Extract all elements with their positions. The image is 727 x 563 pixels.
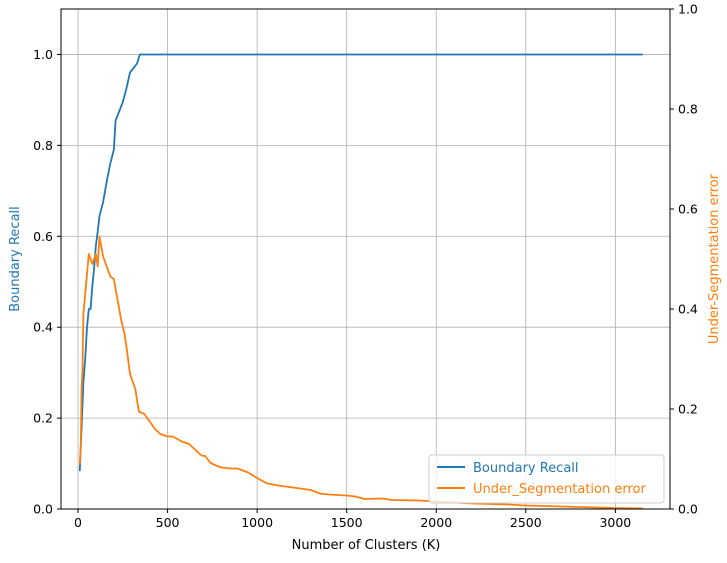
x-tick-label: 1500 xyxy=(331,515,363,530)
y-axis-label-left: Boundary Recall xyxy=(8,206,23,312)
y-tick-label-left: 0.6 xyxy=(33,229,53,244)
x-tick-label: 500 xyxy=(156,515,180,530)
series-line-boundary-recall xyxy=(78,53,644,472)
plot-frame xyxy=(60,8,671,510)
x-tick-label: 0 xyxy=(74,515,82,530)
x-axis-label: Number of Clusters (K) xyxy=(292,538,441,553)
legend-label-boundary-recall: Boundary Recall xyxy=(473,461,579,476)
y-tick-label-left: 0.4 xyxy=(33,320,53,335)
y-tick-label-right: 0.6 xyxy=(678,202,698,217)
x-tick-label: 2500 xyxy=(510,515,542,530)
y-tick-label-left: 1.0 xyxy=(33,47,53,62)
y-tick-label-right: 0.8 xyxy=(678,102,698,117)
legend-label-under-segmentation: Under_Segmentation error xyxy=(473,482,646,497)
y-tick-label-left: 0.0 xyxy=(33,502,53,517)
y-tick-label-right: 0.0 xyxy=(678,502,698,517)
y-axis-label-right: Under-Segmentation error xyxy=(707,173,722,344)
ticks-layer: 0 500 1000 1500 2000 2500 3000 0.0 0.2 0.4 0.6 0.8 1… xyxy=(33,2,698,531)
series-layer xyxy=(78,53,644,510)
y-tick-label-right: 0.2 xyxy=(678,402,698,417)
y-tick-label-left: 0.8 xyxy=(33,138,53,153)
y-tick-label-left: 0.2 xyxy=(33,411,53,426)
legend: Boundary Recall Under_Segmentation error xyxy=(428,454,665,504)
x-tick-label: 1000 xyxy=(241,515,273,530)
y-tick-label-right: 0.4 xyxy=(678,302,698,317)
grid-layer xyxy=(61,9,670,510)
legend-box xyxy=(428,454,665,504)
y-tick-label-right: 1.0 xyxy=(678,2,698,17)
x-tick-label: 2000 xyxy=(420,515,452,530)
x-tick-label: 3000 xyxy=(599,515,631,530)
